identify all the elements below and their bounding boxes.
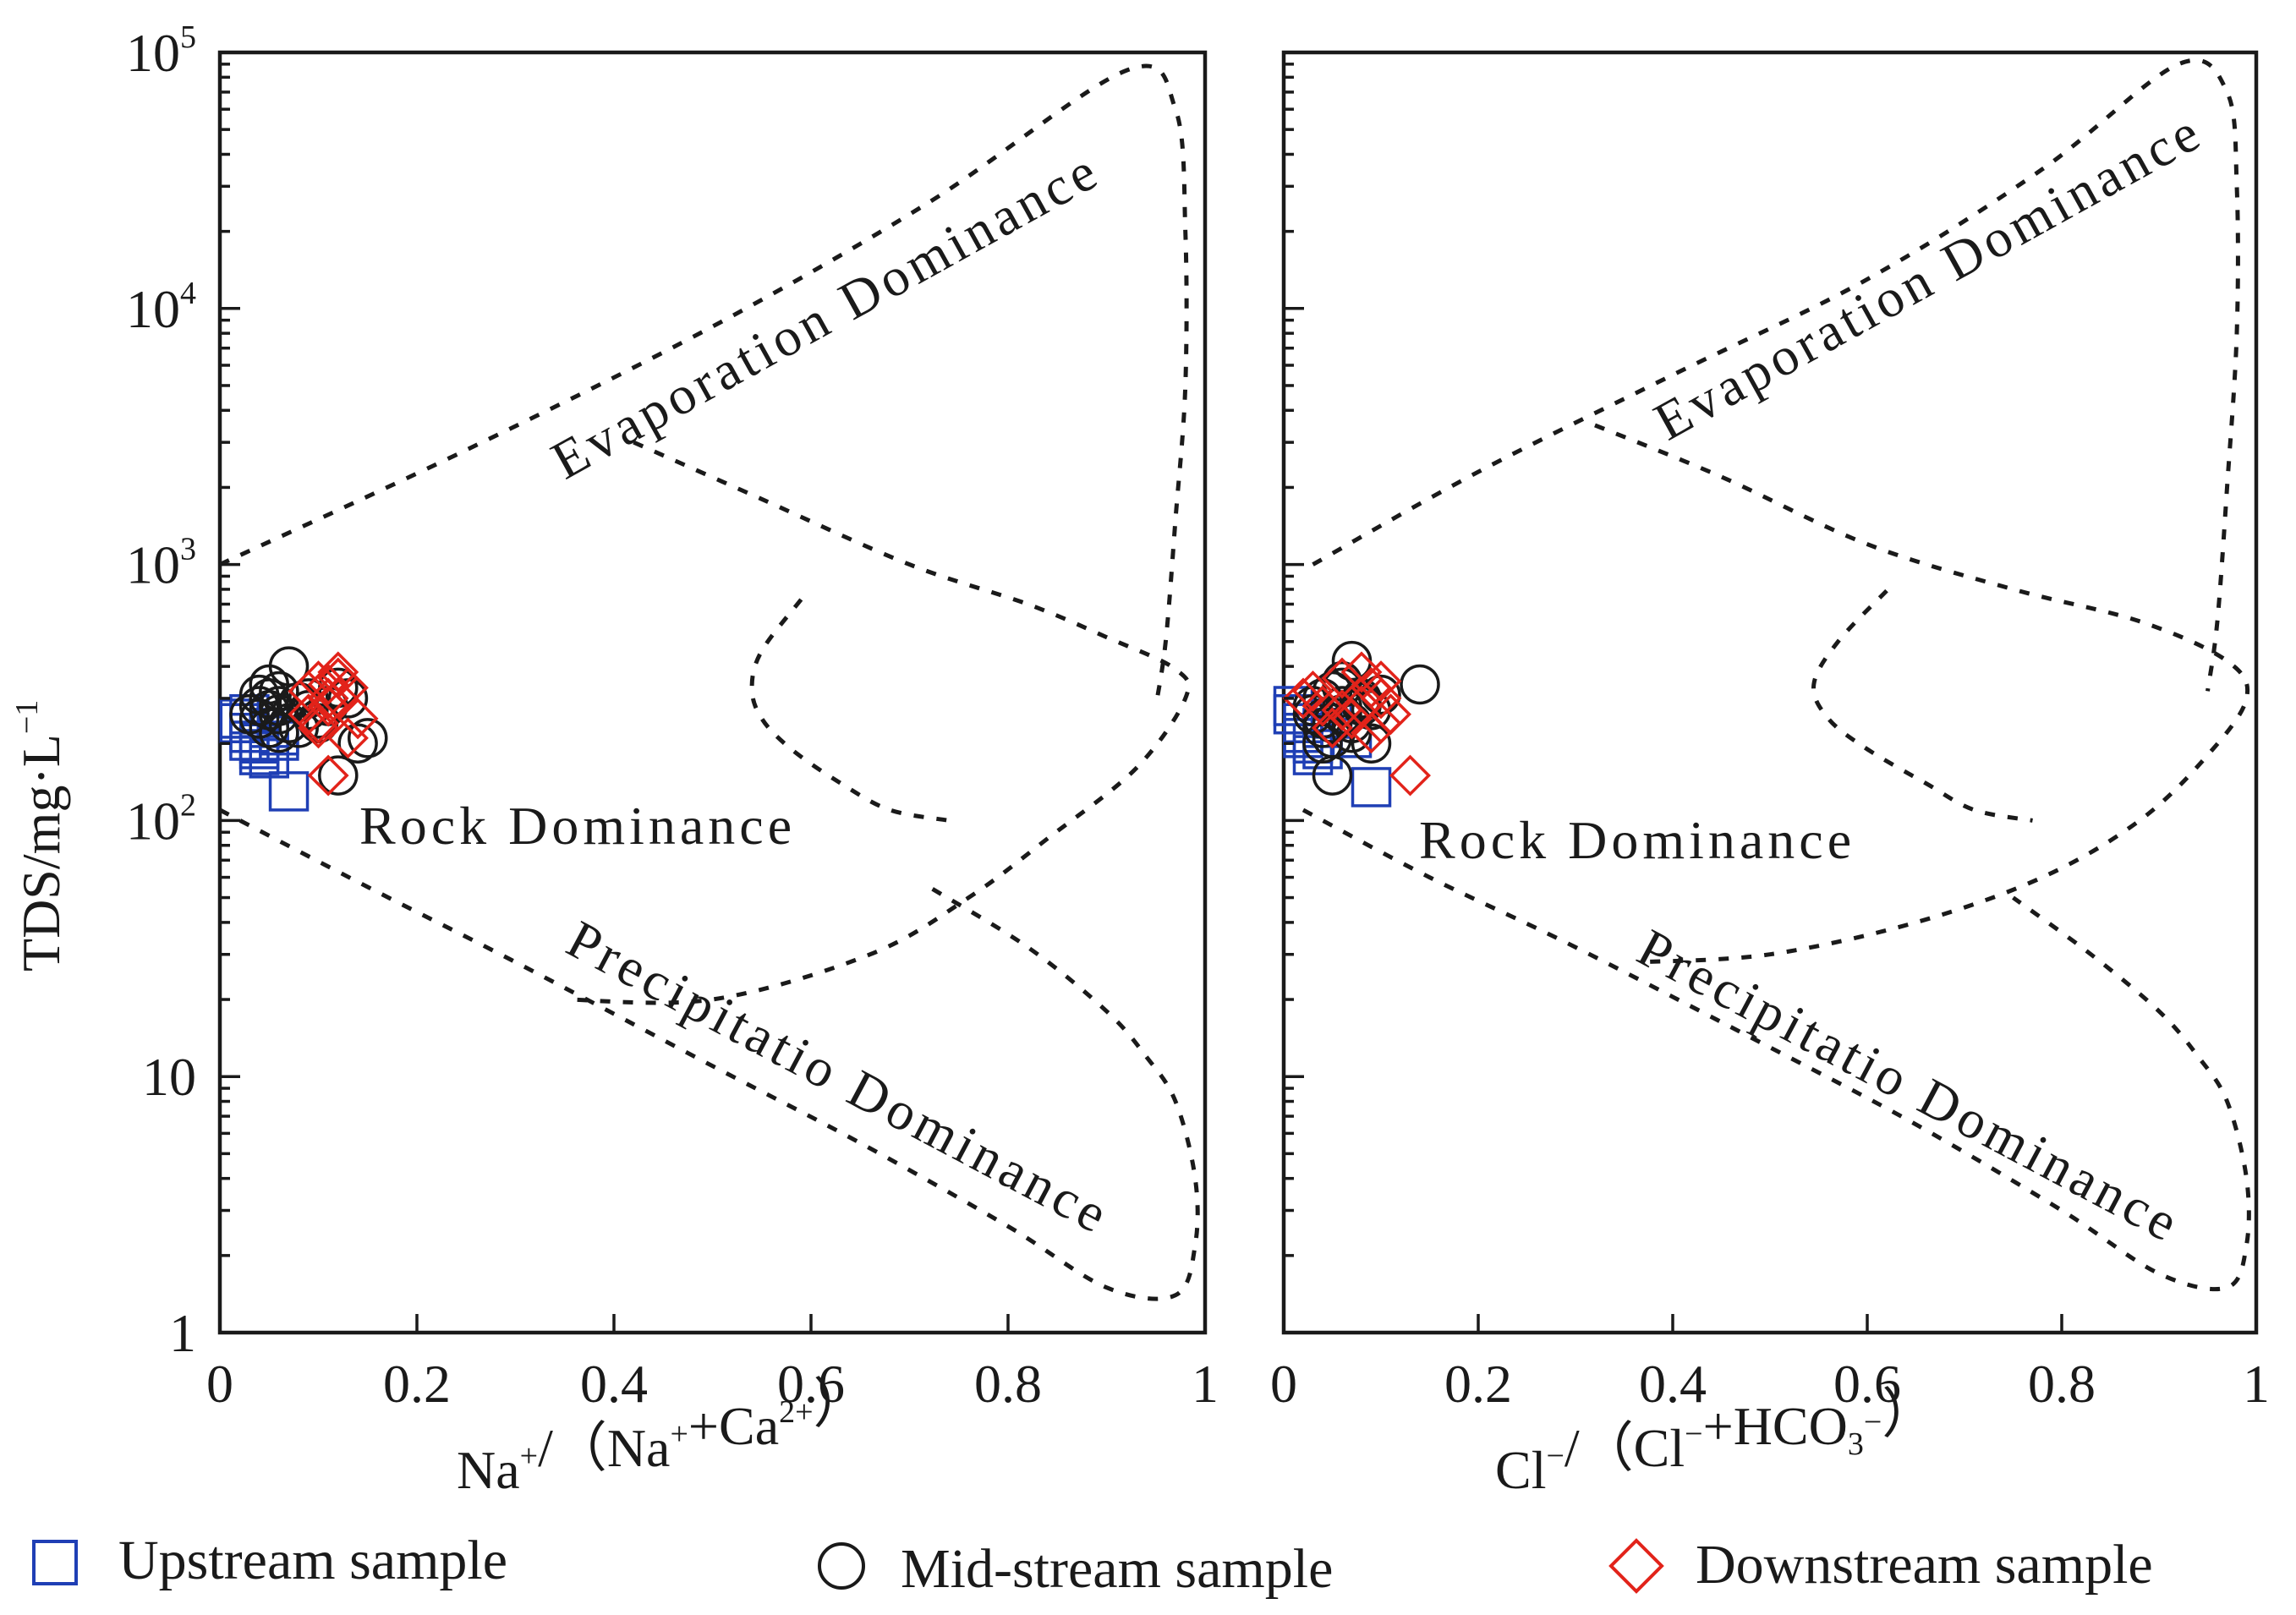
left-precipitation-label: Precipitatio Dominance bbox=[557, 909, 1121, 1246]
left-x-tick-label: 0.2 bbox=[383, 1354, 451, 1414]
left-downstream-point bbox=[298, 702, 339, 744]
right-rock-label: Rock Dominance bbox=[1419, 810, 1855, 870]
left-panel: 1 10 102 103 104 105 0 0.2 0.4 0.6 0.8 1 Evaporati… bbox=[9, 19, 1219, 1500]
right-downstream-point bbox=[1292, 670, 1334, 712]
right-midstream-point bbox=[1312, 755, 1353, 796]
left-x-tick-label: 0.6 bbox=[777, 1354, 845, 1414]
y-tick-label: 102 bbox=[126, 787, 196, 851]
left-x-tick-label: 0.8 bbox=[974, 1354, 1042, 1414]
right-left-bulge bbox=[1811, 589, 2033, 823]
right-x-tick-label: 0.2 bbox=[1444, 1354, 1512, 1414]
right-boundary-lines bbox=[1301, 57, 2251, 1292]
legend: Upstream sample Mid-stream sample Downst… bbox=[32, 1530, 2153, 1600]
left-downstream-point bbox=[298, 707, 339, 749]
left-downstream-point bbox=[317, 657, 359, 699]
right-panel: 0 0.2 0.4 0.6 0.8 1 Evaporation Dominance Roc… bbox=[1270, 50, 2270, 1500]
right-downstream-point bbox=[1321, 689, 1363, 731]
left-midstream-point bbox=[288, 678, 329, 719]
left-x-ticks: 0 0.2 0.4 0.6 0.8 1 bbox=[206, 1314, 1219, 1414]
y-axis-title: TDS/mg·L−1 bbox=[9, 700, 71, 972]
legend-downstream-label: Downstream sample bbox=[1696, 1534, 2153, 1596]
legend-upstream-label: Upstream sample bbox=[118, 1530, 507, 1591]
right-downstream-point bbox=[1360, 660, 1402, 703]
left-downstream-point bbox=[307, 754, 349, 797]
left-midstream-point bbox=[259, 671, 299, 712]
right-x-ticks: 0 0.2 0.4 0.6 0.8 1 bbox=[1270, 1314, 2270, 1414]
left-downstream-point bbox=[337, 698, 379, 740]
right-x-tick-label: 0.4 bbox=[1639, 1354, 1707, 1414]
left-data-points bbox=[219, 646, 388, 812]
right-x-tick-label: 0.8 bbox=[2028, 1354, 2096, 1414]
left-inner-boundary bbox=[564, 440, 1192, 1005]
left-midstream-point bbox=[318, 755, 359, 796]
left-midstream-point bbox=[249, 690, 289, 731]
right-evaporation-label: Evaporation Dominance bbox=[1644, 101, 2212, 452]
left-x-tick-label: 0.4 bbox=[580, 1354, 648, 1414]
left-left-bulge bbox=[749, 598, 950, 823]
right-downstream-point bbox=[1282, 677, 1324, 720]
right-downstream-point bbox=[1331, 698, 1373, 740]
left-midstream-point bbox=[348, 718, 388, 758]
y-tick-label: 103 bbox=[126, 532, 196, 595]
right-x-axis-title: Cl−/（Cl−+HCO3−） bbox=[1495, 1384, 1936, 1500]
legend-item-downstream: Downstream sample bbox=[1608, 1534, 2153, 1596]
right-data-points bbox=[1273, 640, 1440, 808]
y-tick-label: 10 bbox=[142, 1047, 196, 1107]
left-rock-label: Rock Dominance bbox=[359, 796, 796, 856]
right-midstream-point bbox=[1351, 723, 1392, 764]
legend-item-midstream: Mid-stream sample bbox=[818, 1538, 1333, 1600]
right-inner-boundary bbox=[1594, 423, 2249, 965]
y-tick-label: 105 bbox=[126, 19, 196, 83]
left-upper-boundary bbox=[218, 63, 1189, 707]
right-downstream-point bbox=[1360, 702, 1402, 744]
y-tick-label: 1 bbox=[169, 1303, 196, 1363]
right-plot-frame bbox=[1281, 50, 2259, 1335]
right-midstream-point bbox=[1400, 664, 1440, 705]
left-upstream-point bbox=[268, 771, 310, 812]
left-y-ticks: 1 10 102 103 104 105 bbox=[126, 19, 240, 1363]
right-y-ticks bbox=[1284, 51, 1304, 1334]
left-midstream-point bbox=[337, 723, 378, 764]
left-downstream-point bbox=[326, 717, 369, 759]
left-x-axis-title: Na+/（Na++Ca2+） bbox=[457, 1374, 868, 1500]
right-downstream-point bbox=[1312, 707, 1353, 749]
y-tick-label: 104 bbox=[126, 276, 196, 339]
left-evaporation-label: Evaporation Dominance bbox=[541, 140, 1110, 490]
right-upstream-point bbox=[1351, 767, 1392, 808]
left-plot-frame bbox=[217, 50, 1208, 1335]
right-midstream-point bbox=[1361, 674, 1401, 715]
left-lower-boundary bbox=[218, 808, 1200, 1301]
legend-midstream-circle-marker bbox=[818, 1542, 865, 1590]
right-midstream-point bbox=[1341, 682, 1382, 723]
left-midstream-point bbox=[229, 693, 270, 735]
right-downstream-point bbox=[1351, 712, 1392, 754]
left-boundary-lines bbox=[218, 63, 1200, 1301]
right-x-tick-label: 0.6 bbox=[1833, 1354, 1901, 1414]
legend-item-upstream: Upstream sample bbox=[32, 1530, 507, 1591]
right-upper-boundary bbox=[1312, 57, 2240, 692]
legend-downstream-diamond-marker bbox=[1608, 1538, 1664, 1594]
left-downstream-point bbox=[307, 677, 349, 720]
right-downstream-point bbox=[1321, 657, 1363, 699]
left-downstream-point bbox=[298, 660, 339, 703]
right-downstream-point bbox=[1389, 754, 1431, 797]
left-x-tick-label: 0 bbox=[206, 1354, 233, 1414]
right-downstream-point bbox=[1340, 651, 1383, 693]
left-downstream-point bbox=[317, 677, 359, 720]
left-midstream-point bbox=[259, 712, 299, 753]
right-lower-boundary bbox=[1301, 808, 2251, 1292]
left-downstream-point bbox=[307, 685, 349, 727]
legend-midstream-label: Mid-stream sample bbox=[901, 1538, 1333, 1600]
right-x-tick-label: 1 bbox=[2243, 1354, 2270, 1414]
right-x-tick-label: 0 bbox=[1270, 1354, 1297, 1414]
left-x-tick-label: 1 bbox=[1192, 1354, 1219, 1414]
legend-upstream-square-marker bbox=[32, 1540, 78, 1585]
right-downstream-point bbox=[1360, 677, 1402, 720]
